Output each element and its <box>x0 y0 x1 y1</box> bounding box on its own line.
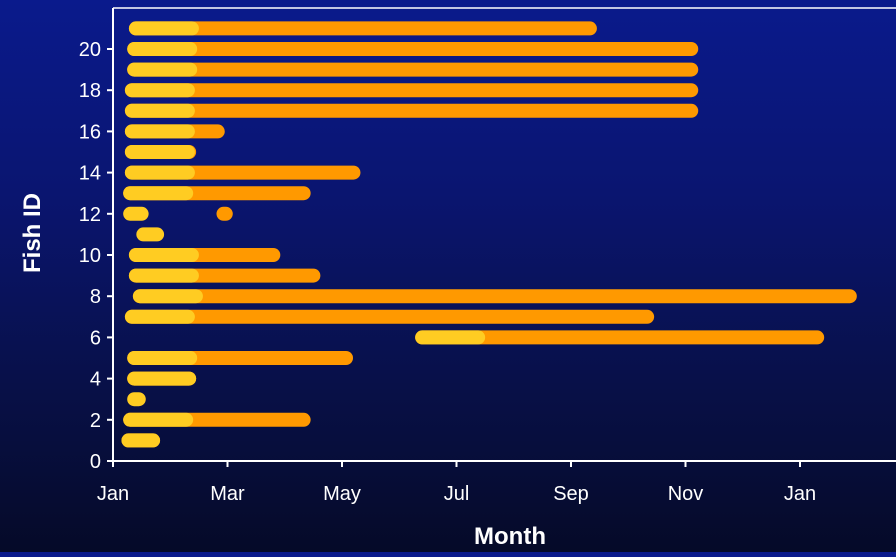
detection-band <box>124 83 699 98</box>
detection-band <box>123 206 149 221</box>
detection-band <box>127 392 146 407</box>
detection-band <box>128 21 597 36</box>
detection-band-early <box>127 42 198 56</box>
detection-band-early <box>124 165 195 180</box>
fish-7-detections <box>124 309 655 324</box>
fish-4-detections <box>127 371 197 386</box>
fish-1-detections <box>121 433 161 448</box>
fish-12-detections <box>123 206 149 221</box>
detection-band-early <box>128 268 199 283</box>
detection-band <box>124 103 699 118</box>
y-tick-label: 20 <box>79 39 101 61</box>
detection-band <box>415 330 825 345</box>
detection-band <box>127 42 699 56</box>
x-tick-label: Nov <box>668 483 704 505</box>
x-tick-label: Sep <box>553 483 589 505</box>
detection-band-early <box>127 62 198 77</box>
y-tick-label: 18 <box>79 80 101 102</box>
y-tick-label: 8 <box>90 286 101 308</box>
detection-band-early <box>127 351 198 365</box>
detection-band <box>124 309 655 324</box>
detection-band-early <box>121 433 161 448</box>
detection-band <box>127 62 699 77</box>
y-tick-label: 16 <box>79 121 101 143</box>
detection-band-early <box>124 124 195 139</box>
y-tick-label: 4 <box>90 369 101 391</box>
fish-3-detections <box>127 392 146 407</box>
plot-marks <box>121 21 857 448</box>
fish-5-detections <box>127 351 354 365</box>
x-axis-title: Month <box>474 523 546 550</box>
axes <box>112 7 896 462</box>
detection-band-early <box>128 21 199 36</box>
fish-13-detections <box>123 186 311 201</box>
detection-band-early <box>128 248 199 262</box>
x-tick-label: Jan <box>97 483 129 505</box>
detection-band <box>132 289 857 304</box>
fish-8-detections <box>132 289 857 304</box>
y-tick-label: 2 <box>90 410 101 432</box>
x-tick-label: Jul <box>444 483 470 505</box>
x-tick-label: May <box>323 483 361 505</box>
detection-band-early <box>124 83 195 98</box>
detection-band-early <box>124 309 195 324</box>
ticks: 0 2 4 6 8 10 12 14 16 18 20 Jan Mar May Jul Sep Nov Jan <box>79 39 816 505</box>
detection-band <box>136 227 165 242</box>
fish-12-detections <box>216 206 233 221</box>
detection-band-early <box>127 371 197 386</box>
detection-band-early <box>124 103 195 118</box>
fish-20-detections <box>127 42 699 56</box>
detection-band-early <box>132 289 203 304</box>
x-tick-label: Mar <box>210 483 245 505</box>
detection-band-early <box>415 330 486 345</box>
detection-band-early <box>123 186 194 201</box>
detection-band <box>216 206 233 221</box>
detection-band-early <box>124 145 195 159</box>
y-tick-label: 6 <box>90 327 101 349</box>
fish-11-detections <box>136 227 165 242</box>
y-tick-label: 12 <box>79 204 101 226</box>
y-tick-label: 0 <box>90 451 101 473</box>
y-tick-label: 10 <box>79 245 101 267</box>
y-tick-label: 14 <box>79 163 101 185</box>
fish-10-detections <box>128 248 281 262</box>
fish-19-detections <box>127 62 699 77</box>
fish-9-detections <box>128 268 321 283</box>
fish-6-detections <box>415 330 825 345</box>
fish-2-detections <box>123 412 311 427</box>
fish-16-detections <box>124 124 225 139</box>
y-axis-title: Fish ID <box>19 193 46 273</box>
fish-15-detections <box>124 145 197 159</box>
fish-21-detections <box>128 21 597 36</box>
x-tick-label: Jan <box>784 483 816 505</box>
fish-17-detections <box>124 103 699 118</box>
fish-14-detections <box>124 165 361 180</box>
fish-18-detections <box>124 83 699 98</box>
detection-band-early <box>123 412 194 427</box>
